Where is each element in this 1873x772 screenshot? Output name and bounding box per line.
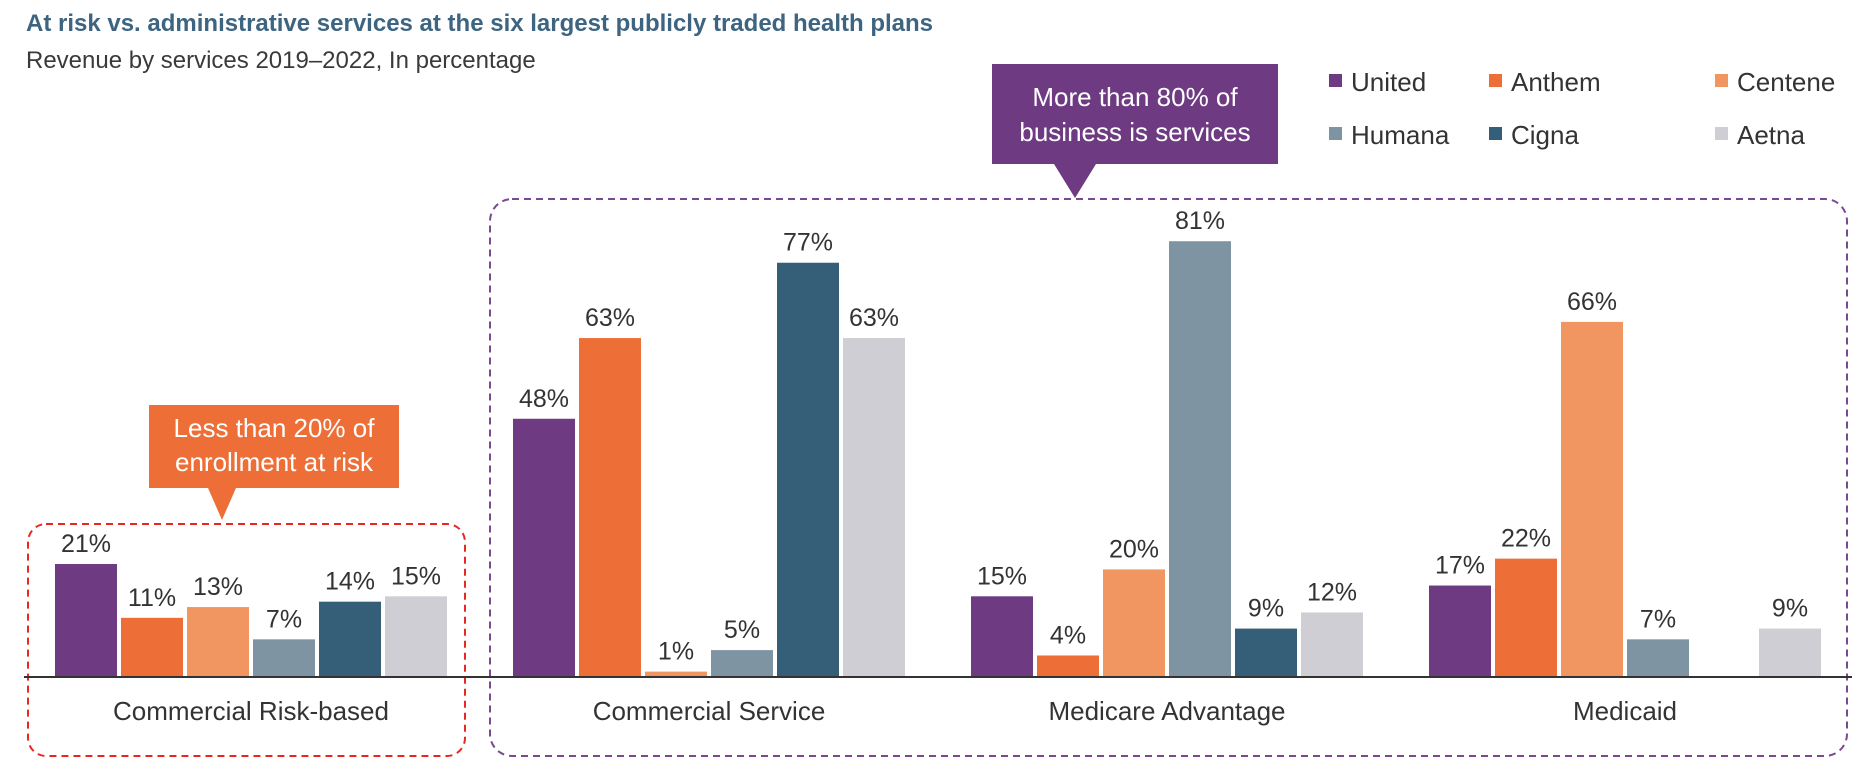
bar-medicaid-humana [1627, 639, 1689, 677]
legend-label-anthem: Anthem [1511, 67, 1601, 97]
risk-group-box [27, 523, 466, 757]
bar-medicaid-centene [1561, 321, 1623, 677]
data-label-commercial-service-centene: 1% [658, 638, 694, 666]
bar-commercial-risk-based-anthem [121, 617, 183, 677]
data-label-medicare-advantage-united: 15% [977, 562, 1027, 590]
data-label-medicaid-humana: 7% [1640, 605, 1676, 633]
data-label-commercial-risk-based-united: 21% [61, 530, 111, 558]
bar-medicaid-anthem [1495, 558, 1557, 677]
bar-medicaid-aetna [1759, 628, 1821, 677]
data-label-commercial-risk-based-humana: 7% [266, 605, 302, 633]
data-label-commercial-service-humana: 5% [724, 616, 760, 644]
risk-callout-line-1: Less than 20% of [174, 413, 376, 443]
bars [55, 241, 1821, 677]
bar-commercial-service-humana [711, 650, 773, 677]
data-label-medicare-advantage-aetna: 12% [1307, 578, 1357, 606]
risk-callout: Less than 20% of enrollment at risk [149, 405, 399, 520]
data-labels: 21% 11% 13% 7% 14% 15% 48% 63% 1% 5% 77% 63% 15% 4% 20… [61, 207, 1808, 665]
bar-commercial-service-cigna [777, 262, 839, 677]
bar-commercial-service-anthem [579, 338, 641, 677]
category-label-commercial-risk-based: Commercial Risk-based [113, 696, 389, 726]
legend-swatch-centene [1715, 74, 1728, 87]
data-label-medicare-advantage-centene: 20% [1109, 535, 1159, 563]
legend-swatch-aetna [1715, 127, 1728, 140]
bar-medicare-advantage-cigna [1235, 628, 1297, 677]
bar-medicaid-united [1429, 585, 1491, 677]
bar-medicare-advantage-centene [1103, 569, 1165, 677]
legend-swatch-humana [1329, 127, 1342, 140]
bar-commercial-risk-based-united [55, 564, 117, 677]
legend-swatch-anthem [1489, 74, 1502, 87]
data-label-medicare-advantage-cigna: 9% [1248, 595, 1284, 623]
bar-commercial-risk-based-aetna [385, 596, 447, 677]
services-callout-line-1: More than 80% of [1032, 82, 1238, 112]
legend-swatch-united [1329, 74, 1342, 87]
services-callout: More than 80% of business is services [992, 64, 1278, 198]
data-label-commercial-service-anthem: 63% [585, 304, 635, 332]
data-label-medicaid-centene: 66% [1567, 288, 1617, 316]
data-label-commercial-risk-based-anthem: 11% [128, 584, 176, 612]
legend-swatch-cigna [1489, 127, 1502, 140]
chart-title: At risk vs. administrative services at t… [26, 10, 934, 37]
data-label-commercial-risk-based-aetna: 15% [391, 562, 441, 590]
bar-commercial-service-aetna [843, 338, 905, 677]
data-label-medicare-advantage-humana: 81% [1175, 207, 1225, 235]
data-label-commercial-service-cigna: 77% [783, 229, 833, 257]
data-label-medicaid-united: 17% [1435, 552, 1485, 580]
bar-medicare-advantage-aetna [1301, 612, 1363, 677]
bar-commercial-risk-based-cigna [319, 601, 381, 677]
services-callout-line-2: business is services [1019, 117, 1250, 147]
bar-medicare-advantage-united [971, 596, 1033, 677]
category-label-commercial-service: Commercial Service [593, 696, 826, 726]
bar-commercial-risk-based-humana [253, 639, 315, 677]
legend-label-aetna: Aetna [1737, 120, 1805, 150]
data-label-commercial-risk-based-centene: 13% [193, 573, 243, 601]
category-label-medicare-advantage: Medicare Advantage [1048, 696, 1285, 726]
category-label-medicaid: Medicaid [1573, 696, 1677, 726]
legend-label-cigna: Cigna [1511, 120, 1579, 150]
chart-subtitle: Revenue by services 2019–2022, In percen… [26, 47, 536, 74]
bar-commercial-service-united [513, 418, 575, 677]
risk-callout-line-2: enrollment at risk [175, 447, 374, 477]
bar-medicare-advantage-anthem [1037, 655, 1099, 677]
data-label-medicare-advantage-anthem: 4% [1050, 621, 1086, 649]
legend-label-centene: Centene [1737, 67, 1835, 97]
data-label-commercial-risk-based-cigna: 14% [325, 568, 375, 596]
bar-medicare-advantage-humana [1169, 241, 1231, 677]
services-group-box [489, 198, 1848, 757]
bar-commercial-service-centene [645, 671, 707, 677]
data-label-medicaid-anthem: 22% [1501, 525, 1551, 553]
legend-label-humana: Humana [1351, 120, 1450, 150]
category-labels: Commercial Risk-based Commercial Service M… [113, 696, 1677, 726]
legend-label-united: United [1351, 67, 1426, 97]
data-label-medicaid-aetna: 9% [1772, 595, 1808, 623]
data-label-commercial-service-aetna: 63% [849, 304, 899, 332]
legend: United Anthem Centene Humana Cigna Aetna [1329, 67, 1835, 150]
data-label-commercial-service-united: 48% [519, 385, 569, 413]
bar-commercial-risk-based-centene [187, 607, 249, 677]
